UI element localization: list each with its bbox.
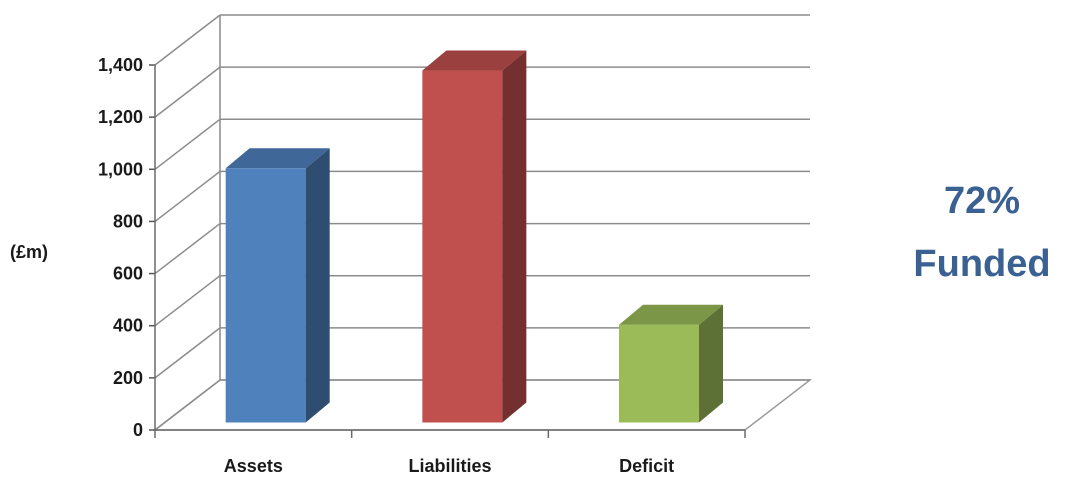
bar-top — [225, 148, 330, 169]
bar-top — [619, 304, 724, 325]
bar-side — [502, 50, 527, 423]
axes — [149, 64, 746, 438]
gridline-side — [154, 379, 221, 431]
gridline-side — [154, 66, 221, 118]
funded-annotation: 72% Funded — [913, 180, 1050, 285]
gridline-side — [154, 327, 221, 379]
y-axis-label: (£m) — [10, 242, 48, 262]
y-tick-label: 600 — [113, 264, 143, 284]
bar-deficit — [619, 304, 724, 423]
gridline-side — [154, 222, 221, 275]
x-category-labels: Assets Liabilities Deficit — [224, 456, 674, 476]
y-tick-label: 1,000 — [98, 159, 143, 179]
y-tick-label: 1,400 — [98, 55, 143, 75]
y-tick-label: 0 — [133, 420, 143, 440]
x-category-label: Deficit — [619, 456, 674, 476]
x-category-label: Liabilities — [408, 456, 491, 476]
bars — [225, 50, 724, 423]
y-tick-labels: 0 200 400 600 800 1,000 1,200 1,400 — [98, 55, 143, 440]
y-tick-label: 1,200 — [98, 107, 143, 127]
bar-side — [305, 148, 330, 423]
y-tick-label: 400 — [113, 316, 143, 336]
bar-assets — [225, 148, 330, 423]
y-tick-label: 200 — [113, 368, 143, 388]
bar-front — [225, 168, 306, 423]
bar-side — [699, 304, 724, 423]
bar-front — [422, 70, 503, 423]
gridline-side — [154, 275, 221, 327]
bar-top — [422, 50, 527, 71]
gridline-side — [154, 14, 221, 66]
gridline-side — [154, 118, 221, 170]
x-category-label: Assets — [224, 456, 283, 476]
funded-label: Funded — [913, 243, 1050, 285]
y-tick-label: 800 — [113, 211, 143, 231]
bar-front — [619, 324, 700, 423]
gridline-side — [154, 170, 221, 223]
funded-percent: 72% — [944, 180, 1020, 222]
bar-liabilities — [422, 50, 527, 423]
